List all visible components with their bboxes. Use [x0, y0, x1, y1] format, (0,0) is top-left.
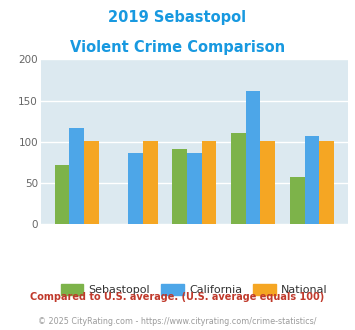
Bar — [202, 141, 217, 224]
Bar — [246, 91, 261, 224]
Bar — [172, 149, 187, 224]
Bar — [84, 141, 99, 224]
Text: Violent Crime Comparison: Violent Crime Comparison — [70, 40, 285, 54]
Bar — [128, 153, 143, 224]
Text: © 2025 CityRating.com - https://www.cityrating.com/crime-statistics/: © 2025 CityRating.com - https://www.city… — [38, 317, 317, 326]
Bar — [305, 136, 319, 224]
Bar — [187, 152, 202, 224]
Bar — [143, 141, 158, 224]
Bar — [70, 128, 84, 224]
Bar — [231, 133, 246, 224]
Text: Compared to U.S. average. (U.S. average equals 100): Compared to U.S. average. (U.S. average … — [31, 292, 324, 302]
Bar — [55, 165, 70, 224]
Legend: Sebastopol, California, National: Sebastopol, California, National — [56, 280, 332, 299]
Bar — [290, 177, 305, 224]
Bar — [261, 141, 275, 224]
Bar — [319, 141, 334, 224]
Text: 2019 Sebastopol: 2019 Sebastopol — [108, 10, 247, 25]
